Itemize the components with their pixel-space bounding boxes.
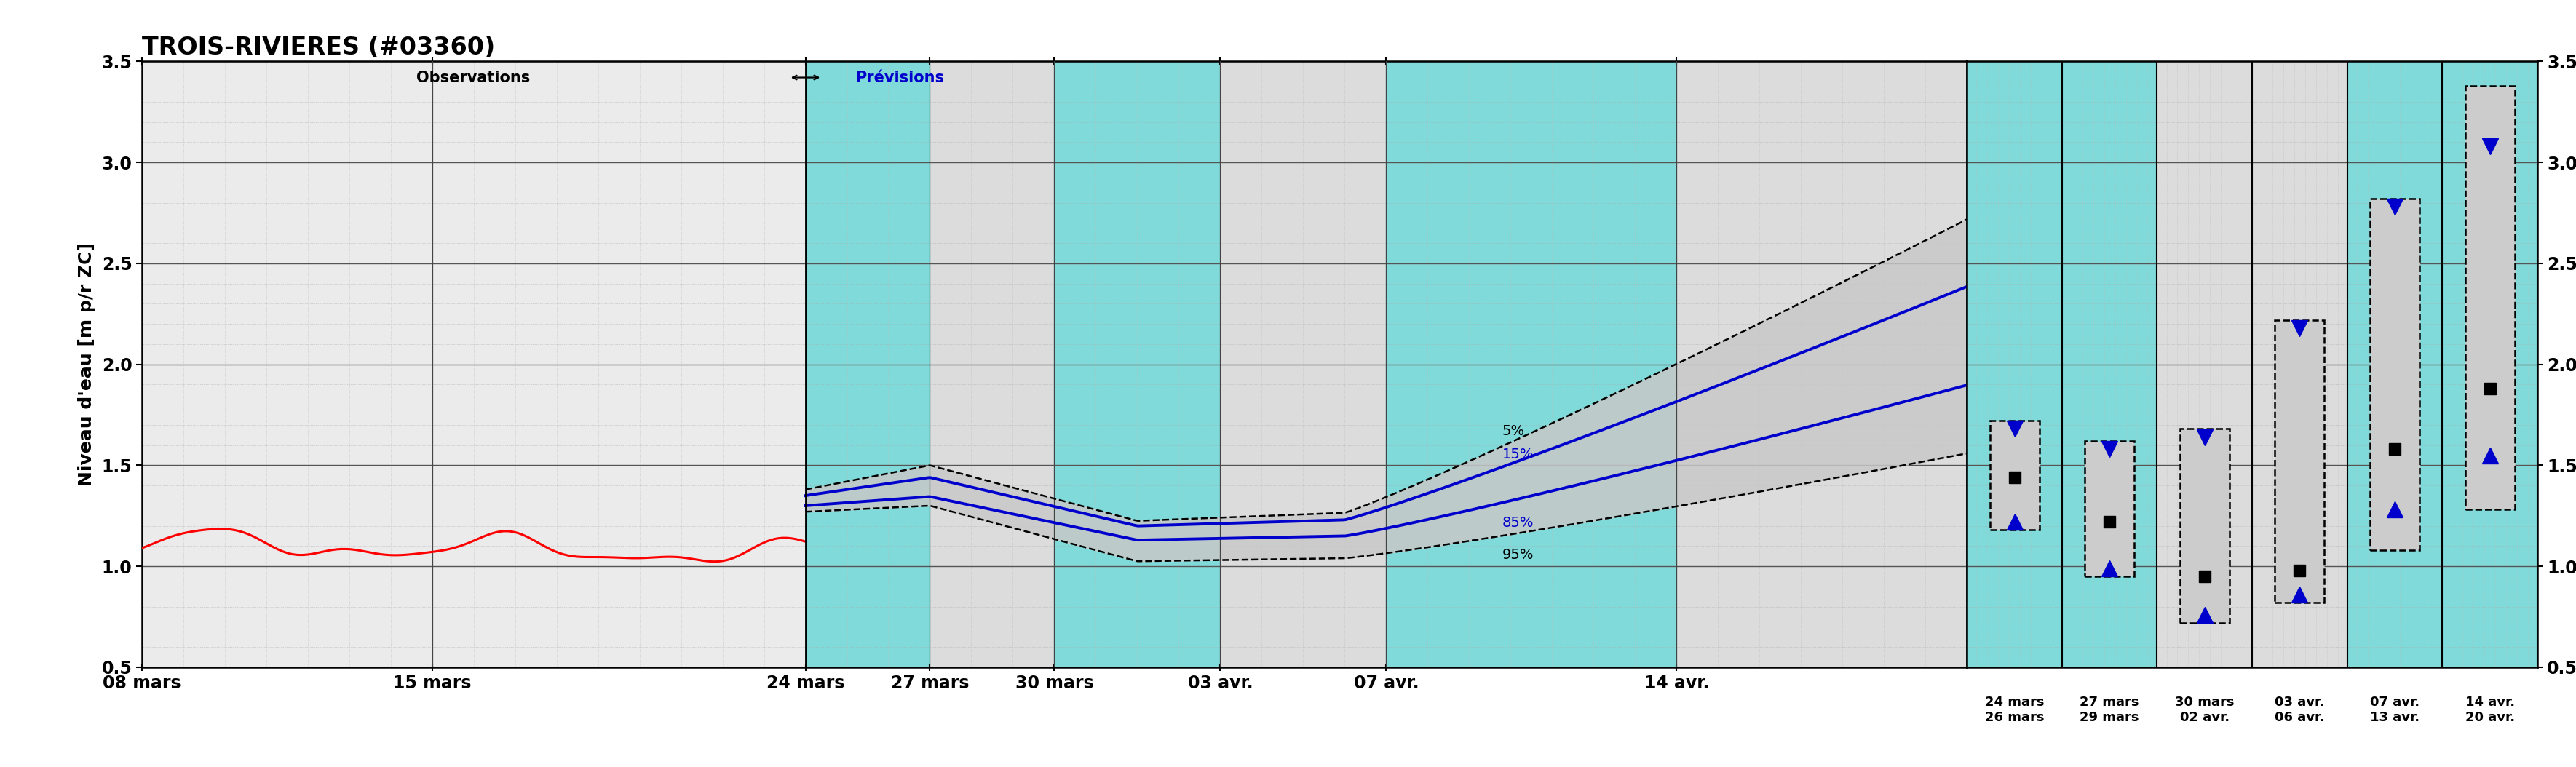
Text: TROIS-RIVIERES (#03360): TROIS-RIVIERES (#03360): [142, 35, 495, 59]
Bar: [1989, 421, 2040, 530]
Bar: [1054, 61, 1221, 667]
Text: 03 avr.
06 avr.: 03 avr. 06 avr.: [2275, 696, 2324, 724]
Bar: [930, 61, 1054, 667]
Text: 95%: 95%: [1502, 548, 1533, 561]
Bar: [2275, 320, 2324, 603]
Text: 14 avr.
20 avr.: 14 avr. 20 avr.: [2465, 696, 2514, 724]
Text: 30 mars
02 avr.: 30 mars 02 avr.: [2174, 696, 2233, 724]
Text: Observations: Observations: [417, 71, 531, 85]
Bar: [2179, 429, 2228, 623]
Bar: [1386, 61, 1677, 667]
Text: 85%: 85%: [1502, 515, 1533, 529]
Bar: [1221, 61, 1386, 667]
Text: 07 avr.
13 avr.: 07 avr. 13 avr.: [2370, 696, 2419, 724]
Text: 24 mars
26 mars: 24 mars 26 mars: [1986, 696, 2045, 724]
Text: 5%: 5%: [1502, 424, 1525, 438]
Bar: [2370, 199, 2419, 550]
Bar: [2084, 441, 2136, 577]
Text: 27 mars
29 mars: 27 mars 29 mars: [2079, 696, 2138, 724]
Bar: [1677, 61, 1968, 667]
Bar: [1968, 61, 2061, 667]
Bar: [2347, 61, 2442, 667]
Bar: [806, 61, 930, 667]
Bar: [2156, 61, 2251, 667]
Bar: [2061, 61, 2156, 667]
Bar: [2465, 86, 2514, 510]
Bar: [142, 61, 806, 667]
Bar: [2251, 61, 2347, 667]
Text: Prévisions: Prévisions: [855, 71, 943, 85]
Text: 15%: 15%: [1502, 447, 1533, 461]
Y-axis label: Niveau d'eau [m p/r ZC]: Niveau d'eau [m p/r ZC]: [77, 242, 95, 486]
Bar: [2442, 61, 2537, 667]
